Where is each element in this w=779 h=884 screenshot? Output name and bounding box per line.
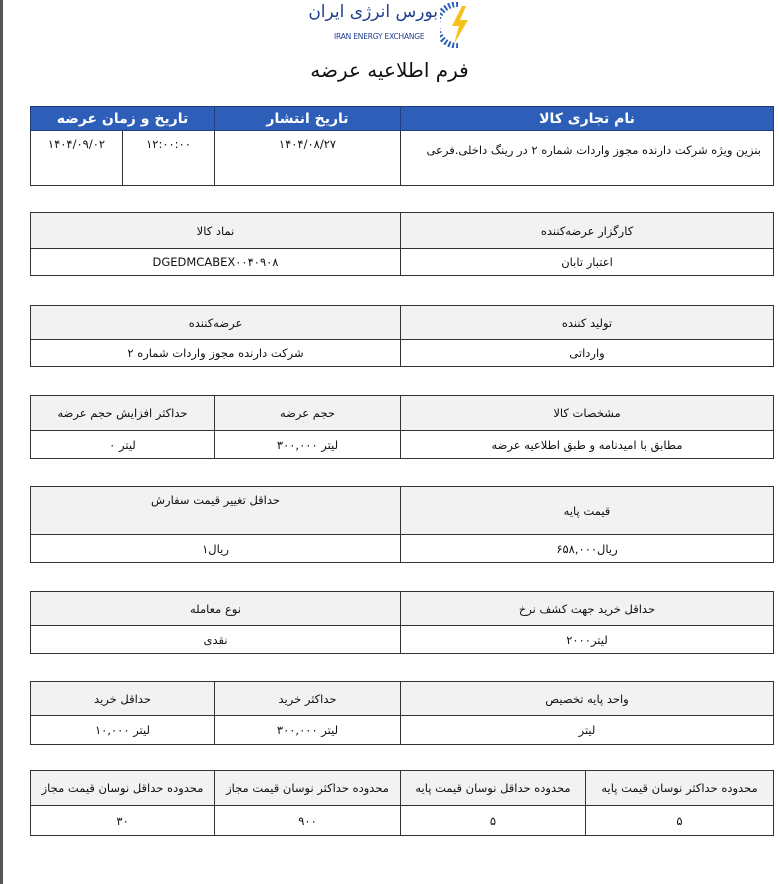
min-base-fluct: ۵ <box>400 805 586 836</box>
header-min-buy: حداقل خرید <box>30 681 215 716</box>
header-base-price: قیمت پایه <box>400 486 774 535</box>
allocation-table: واحد پایه تخصیص حداکثر خرید حداقل خرید لیت… <box>30 681 774 745</box>
header-specs: مشخصات کالا <box>400 395 774 431</box>
broker: اعتبار تابان <box>400 248 774 276</box>
max-buy: لیتر ۳۰۰,۰۰۰ <box>214 715 401 745</box>
header-min-base-fluct: محدوده حداقل نوسان قیمت پایه <box>400 770 586 806</box>
offer-time: ۱۲:۰۰:۰۰ <box>122 130 215 186</box>
fluctuation-table: محدوده حداکثر نوسان قیمت پایه محدوده حدا… <box>30 770 774 836</box>
volume: لیتر ۳۰۰,۰۰۰ <box>214 430 401 459</box>
header-min-price-change: حداقل تغییر قیمت سفارش <box>30 486 401 535</box>
product-table: نام تجاری کالا تاریخ انتشار تاریخ و زمان… <box>30 106 774 186</box>
price-table: قیمت پایه حداقل تغییر قیمت سفارش ریال۶۵۸,… <box>30 486 774 563</box>
offer-date: ۱۴۰۴/۰۹/۰۲ <box>30 130 123 186</box>
supplier: شرکت دارنده مجوز واردات شماره ۲ <box>30 339 401 367</box>
trade-type-table: حداقل خرید جهت کشف نرخ نوع معامله لیتر۲۰۰… <box>30 591 774 654</box>
header-unit: واحد پایه تخصیص <box>400 681 774 716</box>
symbol: DGEDMCABEX۰۰۴۰۹۰۸ <box>30 248 401 276</box>
producer-table: تولید کننده عرضه‌کننده وارداتی شرکت دارنده… <box>30 305 774 367</box>
max-base-fluct: ۵ <box>585 805 774 836</box>
window-edge <box>0 0 3 884</box>
max-increase: لیتر ۰ <box>30 430 215 459</box>
header-max-buy: حداکثر خرید <box>214 681 401 716</box>
min-allowed-fluct: ۳۰ <box>30 805 215 836</box>
header-volume: حجم عرضه <box>214 395 401 431</box>
header-min-discovery: حداقل خرید جهت کشف نرخ <box>400 591 774 626</box>
min-price-change: ریال۱ <box>30 534 401 563</box>
producer: وارداتی <box>400 339 774 367</box>
header-supplier: عرضه‌کننده <box>30 305 401 340</box>
specs-table: مشخصات کالا حجم عرضه حداکثر افزایش حجم عرض… <box>30 395 774 459</box>
lightning-globe-icon <box>440 2 468 48</box>
header-publish-date: تاریخ انتشار <box>214 106 401 131</box>
max-allowed-fluct: ۹۰۰ <box>214 805 401 836</box>
specs: مطابق با امیدنامه و طبق اطلاعیه عرضه <box>400 430 774 459</box>
broker-table: کارگزار عرضه‌کننده نماد کالا اعتبار تابان… <box>30 212 774 276</box>
publish-date: ۱۴۰۴/۰۸/۲۷ <box>214 130 401 186</box>
logo-text-fa: بورس انرژی ایران <box>308 2 438 22</box>
trade-type: نقدی <box>30 625 401 654</box>
base-price: ریال۶۵۸,۰۰۰ <box>400 534 774 563</box>
min-discovery: لیتر۲۰۰۰ <box>400 625 774 654</box>
page-title: فرم اطلاعیه عرضه <box>310 58 469 82</box>
header-broker: کارگزار عرضه‌کننده <box>400 212 774 249</box>
header-symbol: نماد کالا <box>30 212 401 249</box>
header-product-name: نام تجاری کالا <box>400 106 774 131</box>
header-offer-datetime: تاریخ و زمان عرضه <box>30 106 215 131</box>
logo-text-en: IRAN ENERGY EXCHANGE <box>334 32 425 41</box>
product-name: بنزین ویژه شرکت دارنده مجوز واردات شماره… <box>400 130 774 186</box>
header-trade-type: نوع معامله <box>30 591 401 626</box>
iran-energy-exchange-logo: بورس انرژی ایران IRAN ENERGY EXCHANGE <box>308 2 470 48</box>
header-max-increase: حداکثر افزایش حجم عرضه <box>30 395 215 431</box>
header-producer: تولید کننده <box>400 305 774 340</box>
unit: لیتر <box>400 715 774 745</box>
header-max-base-fluct: محدوده حداکثر نوسان قیمت پایه <box>585 770 774 806</box>
header-max-allowed-fluct: محدوده حداکثر نوسان قیمت مجاز <box>214 770 401 806</box>
header-min-allowed-fluct: محدوده حداقل نوسان قیمت مجاز <box>30 770 215 806</box>
min-buy: لیتر ۱۰,۰۰۰ <box>30 715 215 745</box>
